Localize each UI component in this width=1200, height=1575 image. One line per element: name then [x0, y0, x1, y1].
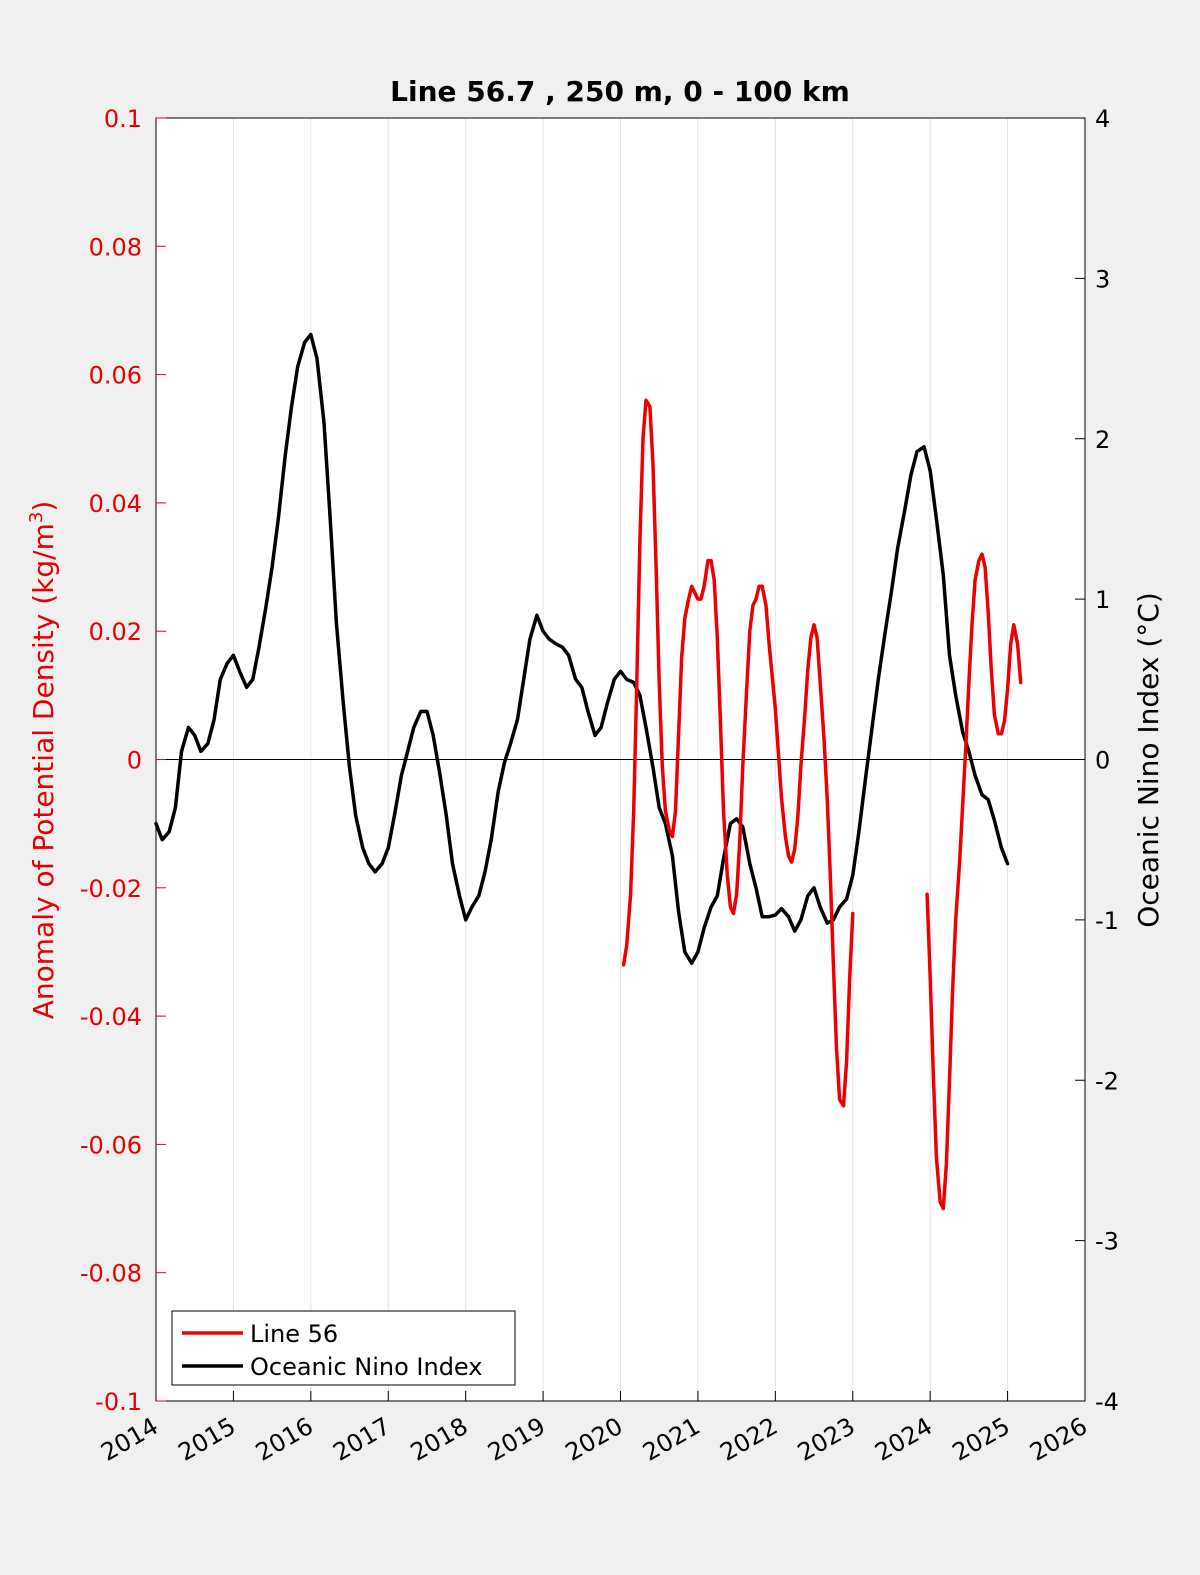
y-axis-right-label: Oceanic Nino Index (°C) [1132, 592, 1165, 928]
chart-title: Line 56.7 , 250 m, 0 - 100 km [390, 75, 850, 108]
y-left-tick-label: -0.08 [80, 1260, 142, 1288]
y-left-tick-label: 0.06 [89, 362, 142, 390]
legend-label-oni: Oceanic Nino Index [250, 1353, 482, 1381]
y-axis-left-label: Anomaly of Potential Density (kg/m3) [26, 501, 60, 1020]
y-left-tick-label: -0.04 [80, 1003, 142, 1031]
y-left-tick-label: 0.08 [89, 233, 142, 261]
series-layer [154, 332, 1023, 1211]
y-left-tick-labels: 0.1 0.08 0.06 0.04 0.02 0 -0.02 -0.04 -0.06 -0.08… [80, 105, 142, 1416]
y-axis-left-label-close: ) [27, 501, 60, 512]
y-right-tick-label: -2 [1095, 1067, 1119, 1095]
y-axis-left-label-main: Anomaly of Potential Density (kg/m [27, 523, 60, 1019]
y-right-tick-label: 1 [1095, 586, 1110, 614]
legend-box [171, 1310, 516, 1386]
y-right-tick-label: 2 [1095, 426, 1110, 454]
series-oni-segment-0 [154, 332, 1010, 965]
y-left-tick-label: 0 [127, 747, 142, 775]
y-right-tick-label: -4 [1095, 1388, 1119, 1416]
series-line56-segment-1 [925, 552, 1023, 1211]
y-right-tick-label: -1 [1095, 907, 1119, 935]
y-left-tick-label: -0.02 [80, 875, 142, 903]
y-left-tick-label: 0.04 [89, 490, 142, 518]
y-right-tick-label: -3 [1095, 1228, 1119, 1256]
series-line56-segment-0 [621, 398, 855, 1108]
y-right-tick-label: 4 [1095, 105, 1110, 133]
y-left-tick-label: -0.1 [95, 1388, 142, 1416]
y-left-tick-label: 0.1 [104, 105, 142, 133]
y-left-tick-label: 0.02 [89, 618, 142, 646]
axis-ticks [155, 117, 1086, 1402]
y-right-tick-label: 3 [1095, 265, 1110, 293]
legend: Line 56 Oceanic Nino Index [171, 1310, 516, 1386]
y-axis-left-label-superscript: 3 [26, 512, 47, 523]
legend-label-line56: Line 56 [250, 1320, 338, 1348]
y-left-tick-label: -0.06 [80, 1131, 142, 1159]
y-right-tick-labels: 4 3 2 1 0 -1 -2 -3 -4 [1095, 105, 1119, 1416]
y-right-tick-label: 0 [1095, 747, 1110, 775]
